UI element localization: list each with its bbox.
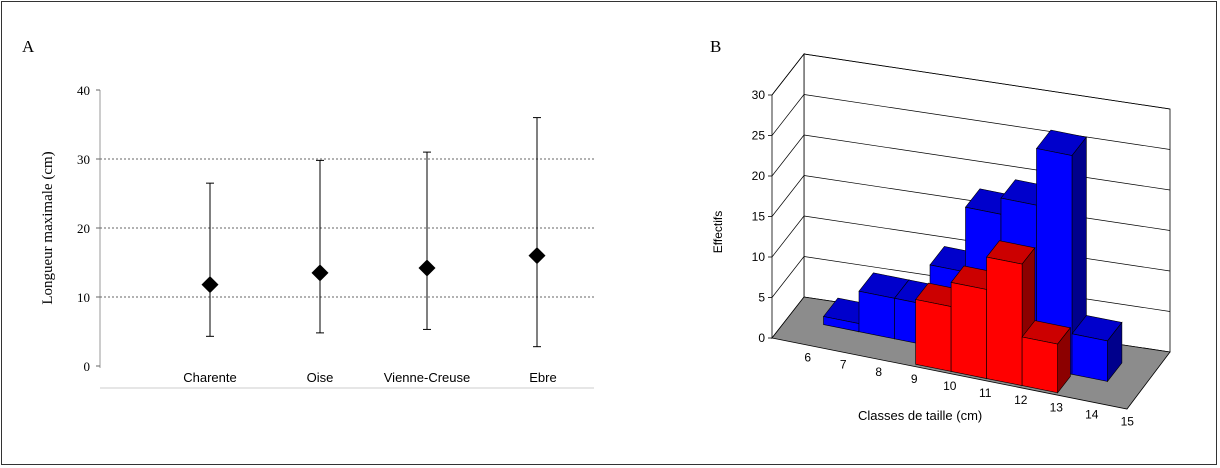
panel-a-y-tick-label: 30 xyxy=(77,152,90,167)
panel-b-side-gridline xyxy=(771,134,805,177)
panel-b-side-gridline xyxy=(771,215,805,258)
panel-a-mean-marker xyxy=(528,247,546,265)
panel-a-y-tick-label: 0 xyxy=(84,359,91,374)
panel-b-gridline xyxy=(803,134,1171,191)
panel-b-y-tick-label: 30 xyxy=(752,88,766,102)
panel-b-gridline xyxy=(803,94,1171,150)
panel-b-x-tick-label: 9 xyxy=(911,372,918,386)
panel-b-bars xyxy=(822,129,1123,394)
panel-a-y-ticks: 0 10 20 30 40 xyxy=(77,83,100,374)
panel-b-x-tick-label: 7 xyxy=(840,358,847,372)
panel-b-x-tick-label: 11 xyxy=(979,386,992,400)
panel-b: B Effectifs Classes de taille (cm) 0 5 10 1… xyxy=(710,37,1171,429)
panel-b-x-ticks: 6 7 8 9 10 11 12 13 14 15 xyxy=(804,351,1134,429)
panel-b-y-tick-label: 20 xyxy=(752,169,766,183)
panel-a-label: A xyxy=(22,37,35,56)
panel-b-y-axis-label: Effectifs xyxy=(711,211,725,253)
panel-b-side-gridline xyxy=(771,94,805,136)
panel-a-category-label: Charente xyxy=(183,370,236,385)
panel-a-gridlines xyxy=(99,90,594,389)
panel-b-x-tick-label: 13 xyxy=(1050,400,1064,414)
panel-b-x-tick-label: 15 xyxy=(1121,414,1135,428)
panel-b-label: B xyxy=(710,37,721,56)
panel-b-bar-back xyxy=(1035,129,1087,376)
panel-b-side-gridline xyxy=(771,53,805,96)
panel-a-y-tick-label: 20 xyxy=(77,221,90,236)
panel-a-category-label: Oise xyxy=(307,370,334,385)
panel-a-category-label: Ebre xyxy=(529,370,556,385)
panel-a-y-tick-label: 40 xyxy=(77,83,90,98)
panel-b-y-tick-label: 15 xyxy=(752,210,766,224)
panel-b-y-tick-label: 0 xyxy=(758,331,765,345)
panel-b-bar-back xyxy=(1071,315,1123,383)
panel-b-x-tick-label: 8 xyxy=(875,365,882,379)
panel-b-y-ticks: 0 5 10 15 20 25 30 xyxy=(752,88,772,345)
panel-a: A Longueur maximale (cm) 0 10 20 30 40 Chare… xyxy=(22,37,594,389)
panel-a-category-labels: Charente Oise Vienne-Creuse Ebre xyxy=(183,370,556,385)
panel-b-x-tick-label: 12 xyxy=(1014,393,1028,407)
panel-a-y-axis-label: Longueur maximale (cm) xyxy=(40,151,56,304)
panel-a-mean-points xyxy=(201,247,546,294)
panel-b-x-tick-label: 6 xyxy=(804,351,811,365)
panel-b-side-gridline xyxy=(771,256,805,298)
panel-a-mean-marker xyxy=(311,264,329,282)
panel-a-y-tick-label: 10 xyxy=(77,290,90,305)
panel-b-x-tick-label: 14 xyxy=(1085,407,1099,421)
panel-b-bar-front xyxy=(1021,320,1071,394)
panel-a-range-bars xyxy=(206,117,541,348)
panel-b-x-axis-label: Classes de taille (cm) xyxy=(858,408,982,423)
panel-b-gridline xyxy=(803,53,1171,110)
panel-a-mean-marker xyxy=(201,276,219,294)
panel-b-y-tick-label: 25 xyxy=(752,129,766,143)
panel-b-y-tick-label: 5 xyxy=(758,291,765,305)
panel-a-category-label: Vienne-Creuse xyxy=(384,370,470,385)
panel-b-x-tick-label: 10 xyxy=(943,379,957,393)
panel-b-side-gridline xyxy=(771,175,805,217)
panel-a-mean-marker xyxy=(418,259,436,277)
panel-b-y-tick-label: 10 xyxy=(752,250,766,264)
